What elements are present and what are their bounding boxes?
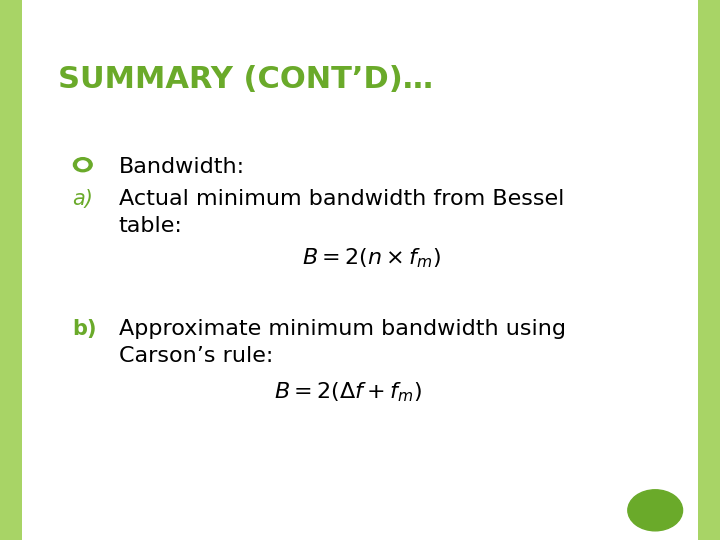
Text: $B = 2(\Delta f + f_m)$: $B = 2(\Delta f + f_m)$ [274, 381, 422, 404]
FancyBboxPatch shape [0, 0, 22, 540]
Text: table:: table: [119, 216, 183, 236]
Circle shape [73, 158, 92, 172]
FancyBboxPatch shape [698, 0, 720, 540]
Text: Approximate minimum bandwidth using: Approximate minimum bandwidth using [119, 319, 566, 339]
Text: $B = 2(n \times f_m)$: $B = 2(n \times f_m)$ [302, 247, 441, 271]
Text: SUMMARY (CONT’D)…: SUMMARY (CONT’D)… [58, 65, 433, 94]
Text: Actual minimum bandwidth from Bessel: Actual minimum bandwidth from Bessel [119, 189, 564, 209]
Circle shape [628, 490, 683, 531]
Text: a): a) [72, 189, 93, 209]
Text: Carson’s rule:: Carson’s rule: [119, 346, 273, 366]
Circle shape [78, 161, 88, 168]
Text: b): b) [72, 319, 96, 339]
Text: Bandwidth:: Bandwidth: [119, 157, 245, 177]
